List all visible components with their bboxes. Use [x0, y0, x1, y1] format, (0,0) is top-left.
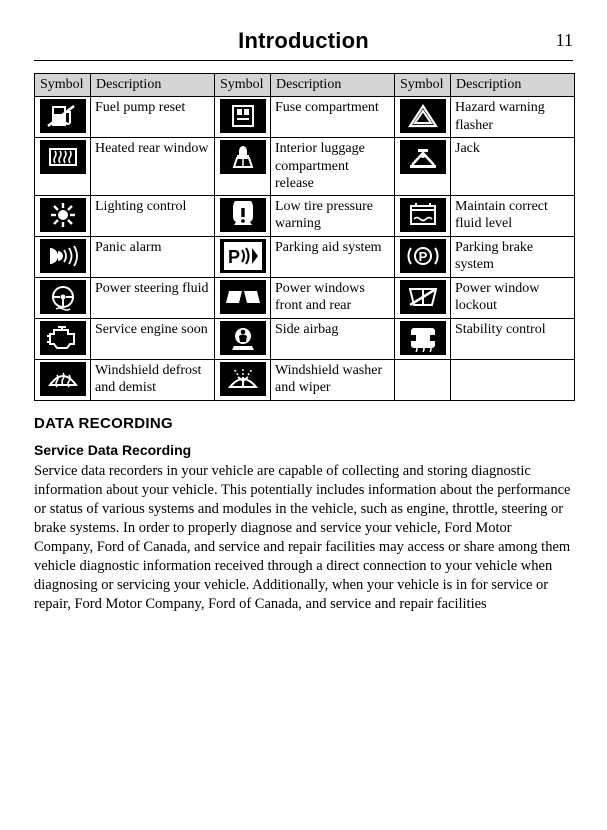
description-cell: Low tire pressure warning [271, 195, 395, 236]
lighting-control-icon [40, 198, 86, 232]
description-cell: Power windows front and rear [271, 277, 395, 318]
symbol-cell [395, 97, 451, 138]
description-cell: Jack [451, 138, 575, 196]
symbol-cell [395, 195, 451, 236]
symbol-cell [35, 236, 91, 277]
hazard-icon [400, 99, 446, 133]
description-cell: Lighting control [91, 195, 215, 236]
page-number: 11 [556, 30, 573, 51]
symbol-cell [395, 236, 451, 277]
symbol-cell [215, 138, 271, 196]
low-tire-icon [220, 198, 266, 232]
col-symbol: Symbol [395, 74, 451, 97]
window-lockout-icon [400, 280, 446, 314]
description-cell: Power window lockout [451, 277, 575, 318]
fuse-compartment-icon [220, 99, 266, 133]
symbol-cell [395, 318, 451, 359]
symbol-cell [35, 138, 91, 196]
symbol-cell [35, 97, 91, 138]
description-cell: Parking aid system [271, 236, 395, 277]
section-heading: DATA RECORDING [34, 415, 573, 432]
symbol-cell [35, 318, 91, 359]
parking-aid-icon [220, 239, 266, 273]
power-steering-fluid-icon [40, 280, 86, 314]
page-title: Introduction [34, 28, 573, 54]
interior-luggage-icon [220, 140, 266, 174]
description-cell: Windshield washer and wiper [271, 359, 395, 400]
description-cell: Panic alarm [91, 236, 215, 277]
symbol-cell [215, 277, 271, 318]
symbol-cell [215, 318, 271, 359]
body-paragraph: Service data recorders in your vehicle a… [34, 462, 573, 615]
service-engine-icon [40, 321, 86, 355]
fluid-level-icon [400, 198, 446, 232]
parking-brake-icon [400, 239, 446, 273]
table-row: Windshield defrost and demist Windshield … [35, 359, 575, 400]
stability-icon [400, 321, 446, 355]
description-cell: Parking brake system [451, 236, 575, 277]
symbol-cell [215, 97, 271, 138]
table-header-row: Symbol Description Symbol Description Sy… [35, 74, 575, 97]
col-description: Description [271, 74, 395, 97]
description-cell: Fuse compartment [271, 97, 395, 138]
symbol-cell [215, 236, 271, 277]
table-row: Heated rear window Interior luggage compa… [35, 138, 575, 196]
description-cell: Maintain correct fluid level [451, 195, 575, 236]
table-row: Panic alarm Parking aid system Parking bra… [35, 236, 575, 277]
symbol-cell [395, 277, 451, 318]
description-cell: Fuel pump reset [91, 97, 215, 138]
description-cell: Windshield defrost and demist [91, 359, 215, 400]
symbol-cell [35, 195, 91, 236]
table-row: Lighting control Low tire pressure warnin… [35, 195, 575, 236]
side-airbag-icon [220, 321, 266, 355]
page-header: Introduction 11 [34, 28, 573, 61]
symbols-table: Symbol Description Symbol Description Sy… [34, 73, 575, 401]
section-subheading: Service Data Recording [34, 442, 573, 458]
defrost-icon [40, 362, 86, 396]
symbol-cell [35, 277, 91, 318]
description-cell: Interior luggage compartment release [271, 138, 395, 196]
description-cell: Service engine soon [91, 318, 215, 359]
table-row: Service engine soon Side airbag Stability … [35, 318, 575, 359]
fuel-pump-reset-icon [40, 99, 86, 133]
table-row: Fuel pump reset Fuse compartment Hazard wa… [35, 97, 575, 138]
washer-icon [220, 362, 266, 396]
col-description: Description [91, 74, 215, 97]
jack-icon [400, 140, 446, 174]
col-symbol: Symbol [35, 74, 91, 97]
symbol-cell [215, 195, 271, 236]
description-cell: Power steering fluid [91, 277, 215, 318]
description-cell: Heated rear window [91, 138, 215, 196]
panic-alarm-icon [40, 239, 86, 273]
power-windows-icon [220, 280, 266, 314]
symbol-cell [395, 359, 451, 400]
heated-rear-window-icon [40, 140, 86, 174]
col-description: Description [451, 74, 575, 97]
symbol-cell [215, 359, 271, 400]
description-cell: Stability control [451, 318, 575, 359]
symbol-cell [395, 138, 451, 196]
symbol-cell [35, 359, 91, 400]
description-cell: Hazard warning flasher [451, 97, 575, 138]
col-symbol: Symbol [215, 74, 271, 97]
table-row: Power steering fluid Power windows front … [35, 277, 575, 318]
description-cell: Side airbag [271, 318, 395, 359]
description-cell [451, 359, 575, 400]
